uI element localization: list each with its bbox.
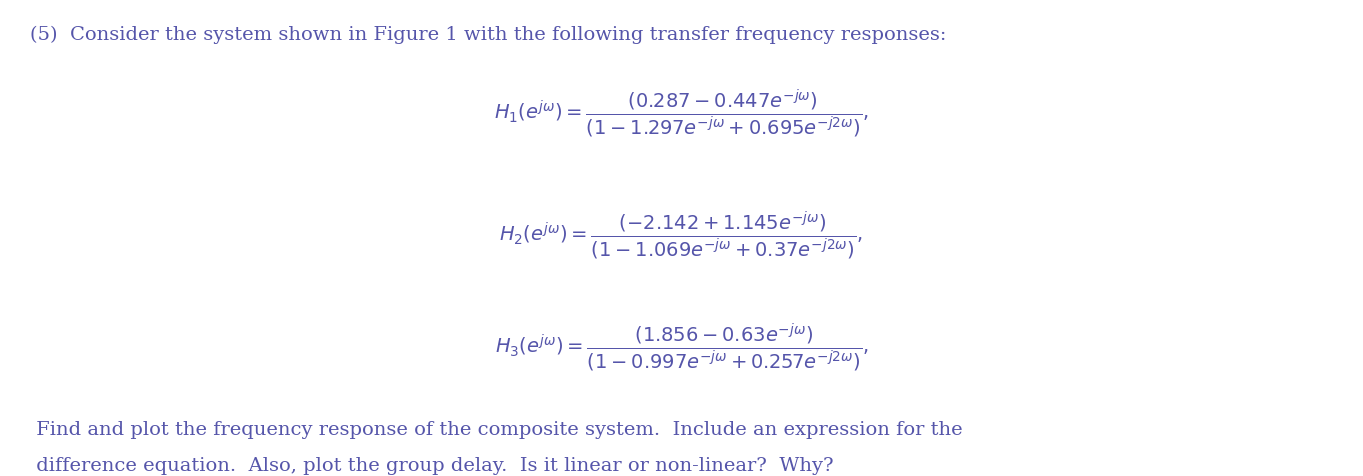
Text: Find and plot the frequency response of the composite system.  Include an expres: Find and plot the frequency response of … [30, 421, 962, 439]
Text: $H_1(e^{j\omega}) = \dfrac{(0.287 - 0.447e^{-j\omega})}{(1 - 1.297e^{-j\omega} +: $H_1(e^{j\omega}) = \dfrac{(0.287 - 0.44… [493, 88, 870, 140]
Text: $H_3(e^{j\omega}) = \dfrac{(1.856 - 0.63e^{-j\omega})}{(1 - 0.997e^{-j\omega} + : $H_3(e^{j\omega}) = \dfrac{(1.856 - 0.63… [495, 321, 868, 374]
Text: difference equation.  Also, plot the group delay.  Is it linear or non-linear?  : difference equation. Also, plot the grou… [30, 457, 834, 475]
Text: (5)  Consider the system shown in Figure 1 with the following transfer frequency: (5) Consider the system shown in Figure … [30, 26, 946, 44]
Text: $H_2(e^{j\omega}) = \dfrac{(-2.142 + 1.145e^{-j\omega})}{(1 - 1.069e^{-j\omega} : $H_2(e^{j\omega}) = \dfrac{(-2.142 + 1.1… [499, 209, 864, 262]
